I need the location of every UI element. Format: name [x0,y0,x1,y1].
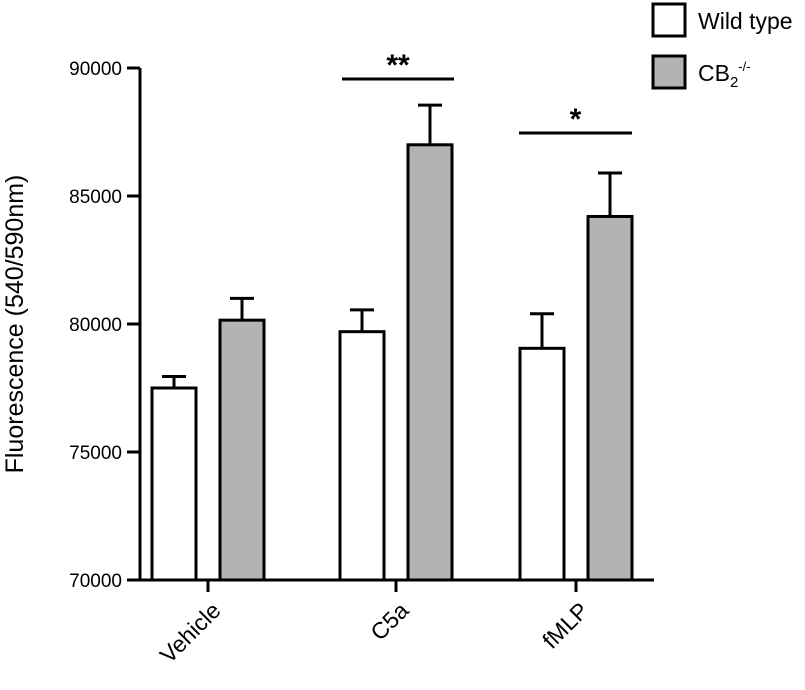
legend-swatch-wild-type [651,2,687,38]
legend-label-cb2: CB2-/- [698,59,751,91]
legend: Wild type CB2-/- [651,2,793,91]
legend-label-wild-type: Wild type [698,8,793,34]
bar [518,346,566,582]
category-label: C5a [365,597,413,645]
category-label: fMLP [537,597,593,653]
bar [586,214,634,582]
y-tick-label: 85000 [69,187,122,208]
y-tick-label: 90000 [69,59,122,80]
y-tick-label: 75000 [69,443,122,464]
bars [150,143,634,582]
bar [150,386,198,582]
legend-label-subscript: 2 [730,74,738,91]
significance-label: ** [386,49,410,82]
y-tick-label: 80000 [69,315,122,336]
legend-swatch-cb2 [651,54,687,90]
significance-label: * [570,103,582,136]
bar [338,330,386,582]
bar [218,318,266,582]
y-tick-label: 70000 [69,571,122,592]
legend-label-base: CB [698,60,730,86]
y-axis-label: Fluorescence (540/590nm) [1,175,29,474]
significance-markers: *** [342,49,632,136]
bar [406,143,454,582]
legend-label-superscript: -/- [738,59,750,74]
category-label: Vehicle [155,597,226,668]
error-bars [162,103,622,388]
